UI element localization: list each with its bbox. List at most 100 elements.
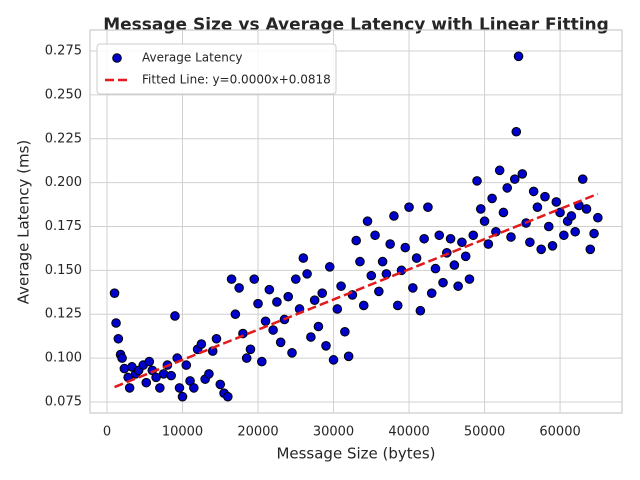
data-point bbox=[581, 204, 592, 214]
data-point bbox=[513, 51, 524, 62]
legend-box bbox=[96, 43, 337, 95]
data-point bbox=[577, 174, 588, 184]
data-point bbox=[460, 251, 471, 262]
data-point bbox=[313, 321, 324, 332]
legend-label: Average Latency bbox=[142, 51, 243, 65]
data-point bbox=[400, 242, 411, 253]
data-point bbox=[491, 226, 501, 237]
plot-frame bbox=[89, 29, 623, 414]
legend-label: Fitted Line: y=0.0000x+0.0818 bbox=[142, 73, 331, 87]
data-point bbox=[468, 230, 479, 241]
data-point bbox=[585, 244, 596, 255]
data-point bbox=[155, 383, 165, 393]
data-point bbox=[457, 237, 467, 248]
y-axis-label: Average Latency (ms) bbox=[15, 140, 33, 305]
data-point bbox=[317, 288, 328, 298]
data-point bbox=[141, 377, 152, 388]
data-point bbox=[241, 353, 252, 363]
data-point bbox=[464, 274, 475, 284]
data-point bbox=[211, 333, 222, 344]
data-point bbox=[204, 369, 214, 379]
data-point bbox=[223, 391, 233, 402]
data-point bbox=[249, 274, 260, 284]
data-point bbox=[283, 291, 294, 302]
data-point bbox=[366, 270, 377, 281]
data-point bbox=[177, 391, 188, 402]
data-point bbox=[362, 216, 373, 227]
data-point bbox=[483, 239, 494, 249]
data-point bbox=[479, 216, 490, 227]
x-axis-label: Message Size (bytes) bbox=[276, 445, 435, 463]
data-point bbox=[472, 176, 482, 186]
data-point bbox=[275, 337, 286, 348]
x-tick-label: 20000 bbox=[237, 425, 278, 440]
data-point bbox=[309, 295, 320, 305]
data-point bbox=[419, 233, 429, 244]
data-point bbox=[260, 316, 271, 327]
data-point bbox=[392, 300, 403, 311]
data-point bbox=[306, 332, 316, 342]
data-point bbox=[272, 297, 282, 307]
data-point bbox=[144, 356, 155, 367]
y-tick-label: 0.100 bbox=[45, 351, 82, 366]
data-point bbox=[253, 298, 263, 309]
data-point bbox=[351, 235, 361, 246]
data-point bbox=[170, 311, 180, 321]
data-point bbox=[506, 232, 516, 242]
data-point bbox=[525, 237, 535, 248]
data-point bbox=[593, 212, 603, 223]
data-point bbox=[256, 356, 267, 367]
data-point bbox=[298, 253, 309, 263]
x-tick-label: 40000 bbox=[388, 425, 429, 440]
data-point bbox=[111, 318, 121, 328]
data-point bbox=[547, 240, 558, 251]
data-point bbox=[430, 263, 441, 274]
data-point bbox=[370, 230, 380, 241]
y-tick-label: 0.275 bbox=[45, 44, 82, 59]
x-tick-label: 10000 bbox=[162, 425, 203, 440]
data-point bbox=[385, 239, 395, 249]
data-point bbox=[404, 202, 414, 213]
data-point bbox=[475, 204, 486, 214]
chart-title: Message Size vs Average Latency with Lin… bbox=[103, 15, 609, 35]
data-point bbox=[408, 283, 418, 293]
data-point bbox=[449, 260, 460, 270]
data-point bbox=[445, 233, 456, 244]
data-point bbox=[287, 348, 297, 358]
data-point bbox=[453, 281, 463, 291]
data-point bbox=[230, 309, 241, 320]
data-point bbox=[423, 202, 433, 213]
x-tick-label: 0 bbox=[103, 425, 111, 440]
y-tick-label: 0.225 bbox=[45, 131, 82, 146]
data-point bbox=[109, 288, 120, 298]
data-point bbox=[434, 230, 445, 241]
fit-line bbox=[114, 192, 599, 389]
data-point bbox=[543, 221, 554, 232]
data-point bbox=[189, 383, 199, 393]
data-point bbox=[374, 286, 384, 297]
data-point bbox=[540, 191, 550, 202]
y-tick-label: 0.250 bbox=[45, 87, 82, 102]
data-point bbox=[411, 253, 422, 263]
data-point bbox=[511, 126, 522, 137]
y-tick-label: 0.200 bbox=[45, 175, 82, 190]
data-point bbox=[438, 277, 448, 288]
data-point bbox=[174, 383, 185, 393]
data-point bbox=[415, 305, 426, 316]
data-point bbox=[570, 226, 580, 237]
data-point bbox=[290, 274, 301, 284]
data-point bbox=[336, 281, 346, 291]
data-point bbox=[343, 351, 354, 362]
data-point bbox=[268, 325, 278, 335]
data-point bbox=[124, 383, 135, 393]
data-point bbox=[355, 256, 365, 267]
data-point bbox=[532, 202, 543, 213]
data-point bbox=[117, 353, 127, 363]
data-point bbox=[332, 304, 343, 314]
data-point bbox=[528, 186, 539, 197]
data-point bbox=[358, 300, 369, 311]
y-tick-label: 0.175 bbox=[45, 219, 82, 234]
data-point bbox=[517, 169, 528, 179]
